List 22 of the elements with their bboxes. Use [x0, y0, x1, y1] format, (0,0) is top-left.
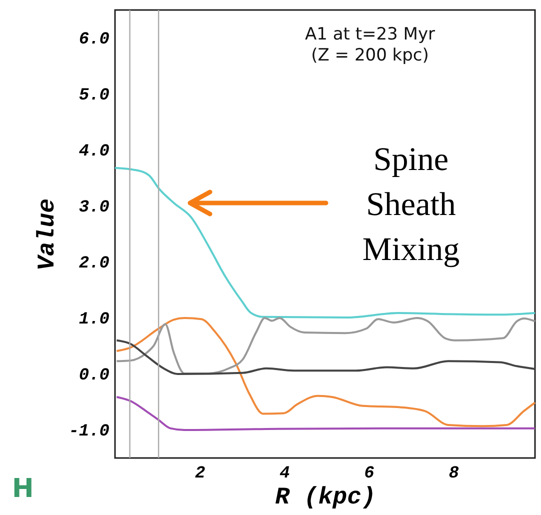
text: (Z = 200 kpc) [311, 45, 429, 66]
annotation: Spine Sheath Mixing [362, 142, 460, 268]
x-tick-label: 4 [280, 464, 290, 484]
y-tick-label: 3.0 [78, 198, 110, 218]
y-tick-label: -1.0 [68, 422, 110, 442]
line-series [116, 339, 536, 375]
x-tick-label: 8 [448, 464, 459, 484]
text: A1 at t=23 Myr [305, 24, 436, 44]
text: H [12, 474, 34, 504]
x-tick-label: 6 [364, 464, 374, 484]
x-tick-label: 2 [194, 464, 206, 484]
y-tick-label: 1.0 [78, 310, 110, 330]
line-series [116, 396, 536, 431]
y-tick-label: 0.0 [78, 366, 110, 386]
line-series [116, 317, 536, 374]
y-axis-title: Value [34, 198, 62, 271]
line-series [116, 317, 536, 428]
x-axis-title: R (kpc) [275, 484, 376, 512]
y-tick-label: 4.0 [78, 142, 110, 162]
y-tick-label: 6.0 [78, 30, 110, 50]
y-tick-label: 5.0 [78, 86, 110, 106]
y-tick-label: 2.0 [78, 254, 110, 274]
